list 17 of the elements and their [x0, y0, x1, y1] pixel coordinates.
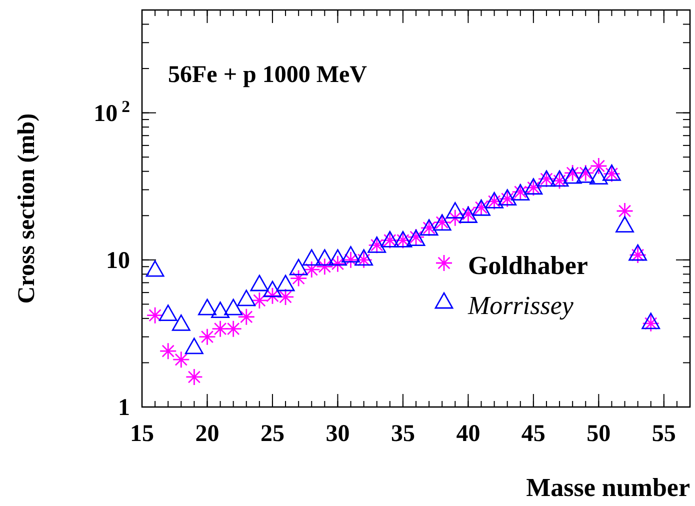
x-tick-label: 35: [390, 421, 415, 447]
x-tick-label: 25: [260, 421, 284, 447]
text: 56Fe + p 1000 MeV: [168, 62, 368, 88]
x-tick-label: 20: [195, 421, 220, 447]
x-tick-label: 50: [586, 421, 611, 447]
legend-label: Morrissey: [467, 291, 574, 320]
x-tick-label: 55: [652, 421, 676, 447]
y-tick-label: 10$^{2}$: [94, 96, 130, 127]
legend-label: Goldhaber: [468, 251, 588, 280]
x-tick-label: 45: [521, 421, 546, 447]
y-tick-label: 1: [118, 395, 130, 421]
x-tick-label: 30: [326, 421, 350, 447]
x-axis-title: Masse number: [526, 473, 690, 502]
y-tick-label: 10: [106, 248, 130, 274]
x-tick-label: 15: [130, 421, 154, 447]
x-tick-label: 40: [456, 421, 480, 447]
y-axis-title: Cross section (mb): [14, 113, 40, 304]
